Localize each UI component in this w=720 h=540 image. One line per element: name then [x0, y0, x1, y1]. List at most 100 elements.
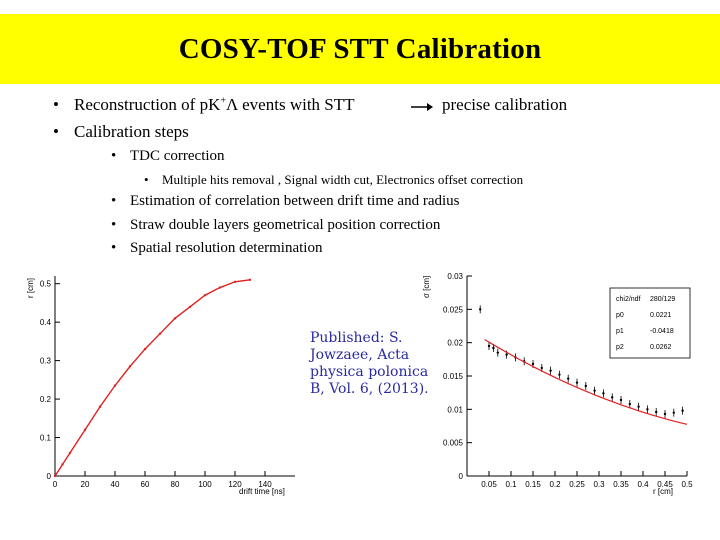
bullet-text-post: Λ events with STT	[226, 95, 355, 114]
x-tick-label: 0	[53, 480, 58, 489]
fit-statistics-box: chi2/ndf 280/129 p0 0.0221 p1 -0.0418 p2 0.0262	[609, 287, 691, 359]
fit-param-value: -0.0418	[650, 328, 674, 335]
data-point	[619, 398, 623, 402]
y-tick-label: 0.03	[447, 272, 463, 281]
bullet-glyph: •	[144, 172, 149, 187]
curve-point	[188, 305, 192, 308]
x-tick-label: 0.35	[613, 480, 629, 489]
fit-param-value: 0.0262	[650, 344, 672, 351]
x-tick-label: 0.1	[505, 480, 517, 489]
bullet-reconstruction: Reconstruction of pK+Λ events with STT	[74, 95, 355, 115]
x-tick-label: 60	[141, 480, 150, 489]
fit-param-label: p0	[616, 312, 624, 319]
y-tick-label: 0.3	[40, 357, 52, 366]
sub-bullet-tdc: TDC correction	[130, 148, 225, 164]
y-tick-label: 0.005	[443, 439, 464, 448]
slide-title: COSY-TOF STT Calibration	[178, 32, 542, 65]
fit-param-value: 0.0221	[650, 312, 672, 319]
curve-point	[53, 474, 57, 478]
y-tick-label: 0.2	[40, 395, 52, 404]
x-tick-label: 0.5	[681, 480, 693, 489]
title-bar: COSY-TOF STT Calibration	[0, 14, 720, 84]
bullet-text-sup: +	[220, 95, 226, 107]
curve-point	[248, 278, 252, 282]
x-tick-label: 80	[171, 480, 180, 489]
x-tick-label: 0.2	[549, 480, 561, 489]
curve-point	[203, 294, 207, 297]
curve-point	[158, 332, 162, 335]
data-point	[549, 369, 552, 372]
x-tick-label: 0.3	[593, 480, 605, 489]
x-tick-label: 140	[258, 480, 272, 489]
drift-time-radius-plot: 0 20 40 60 80 100 120 140 0 0.1 0.2 0.3 0.4 0.5 r [cm…	[25, 268, 305, 498]
curve-point	[113, 384, 117, 387]
x-tick-label: 0.45	[657, 480, 673, 489]
bullet-result: precise calibration	[442, 95, 568, 114]
bullet-text-pre: Reconstruction of pK	[74, 95, 221, 114]
data-point	[602, 392, 605, 395]
curve-point	[98, 405, 102, 408]
x-tick-label: 0.05	[481, 480, 497, 489]
data-point	[637, 405, 640, 408]
data-point	[531, 362, 535, 366]
curve-point	[233, 280, 237, 283]
x-tick-label: 120	[228, 480, 242, 489]
x-axis-label: r [cm]	[653, 487, 673, 496]
bullet-glyph: •	[111, 240, 117, 256]
fit-param-label: chi2/ndf	[616, 296, 641, 303]
data-point	[540, 366, 543, 370]
publication-note: Published: S. Jowzaee, Acta physica polo…	[310, 330, 429, 397]
data-point	[558, 373, 561, 376]
data-point	[646, 408, 649, 411]
right-arrow-icon	[411, 103, 433, 111]
bullet-glyph: •	[111, 148, 117, 164]
sub-bullet-estimation: Estimation of correlation between drift …	[130, 193, 460, 209]
y-tick-label: 0.4	[40, 318, 52, 327]
fit-curve	[484, 339, 688, 425]
y-tick-label: 0	[47, 472, 52, 481]
x-tick-label: 0.4	[637, 480, 649, 489]
fit-param-label: p2	[616, 344, 624, 351]
data-point	[611, 396, 614, 399]
bullet-glyph: •	[111, 217, 117, 233]
data-point	[672, 411, 675, 414]
x-tick-label: 20	[81, 480, 90, 489]
x-tick-label: 100	[198, 480, 212, 489]
sub-bullet-resolution: Spatial resolution determination	[130, 240, 323, 256]
fit-param-label: p1	[616, 328, 624, 335]
data-point	[628, 402, 631, 406]
y-tick-label: 0.025	[443, 305, 464, 314]
bullet-calibration-steps: Calibration steps	[74, 122, 189, 141]
data-point	[492, 346, 495, 350]
bullet-glyph: •	[111, 193, 117, 209]
data-point	[496, 351, 499, 354]
curve-point	[173, 317, 177, 320]
data-point	[655, 410, 658, 414]
y-tick-label: 0.01	[447, 405, 463, 414]
data-point	[681, 409, 684, 412]
y-tick-label: 0.5	[40, 280, 52, 289]
y-tick-label: 0	[459, 472, 464, 481]
sub-bullet-geometry: Straw double layers geometrical position…	[130, 217, 441, 233]
curve-point	[68, 451, 72, 455]
x-tick-label: 0.15	[525, 480, 541, 489]
x-axis-label: drift time [ns]	[239, 487, 285, 496]
bullet-glyph: •	[53, 95, 59, 114]
y-tick-label: 0.015	[443, 372, 464, 381]
data-point	[584, 384, 587, 388]
data-point	[487, 344, 491, 348]
sub-sub-bullet-hits: Multiple hits removal , Signal width cut…	[162, 172, 524, 187]
y-axis-label: r [cm]	[26, 278, 35, 298]
data-point	[505, 353, 508, 356]
data-point	[593, 389, 596, 392]
curve-point	[61, 463, 64, 466]
bullet-glyph: •	[53, 122, 59, 141]
y-tick-label: 0.1	[40, 434, 52, 443]
curve-point	[143, 347, 147, 351]
data-point	[567, 377, 570, 380]
spatial-resolution-plot: 0.05 0.1 0.15 0.2 0.25 0.3 0.35 0.4 0.45 0.5 0 0.00…	[405, 268, 695, 498]
data-point	[575, 381, 579, 384]
data-point	[663, 412, 667, 416]
fit-param-value: 280/129	[650, 296, 675, 303]
y-tick-label: 0.02	[447, 339, 463, 348]
